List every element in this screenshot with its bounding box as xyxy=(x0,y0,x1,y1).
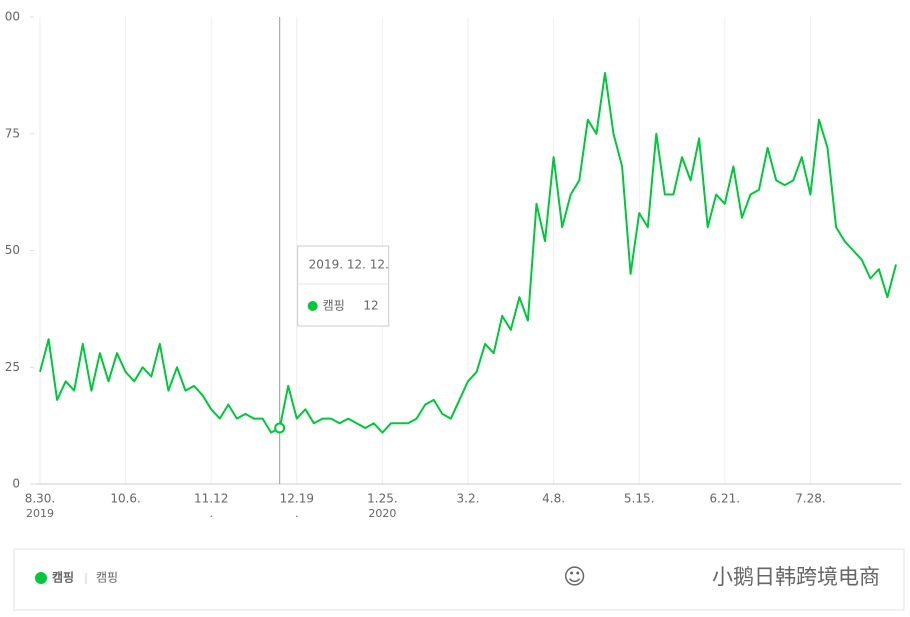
x-sub-label: . xyxy=(295,507,299,520)
tooltip-date: 2019. 12. 12. xyxy=(309,258,389,272)
legend-keyword: 캠핑 xyxy=(96,571,118,585)
line xyxy=(39,72,897,434)
x-tick-label: 1.25. xyxy=(367,492,398,506)
tooltip-box xyxy=(297,245,390,327)
y-tick-label: 50 xyxy=(5,243,20,257)
x-tick-label: 12.19 xyxy=(280,492,314,506)
tooltip-value: 12 xyxy=(363,299,378,313)
y-tick-label: 00 xyxy=(5,10,20,24)
x-tick-label: 4.8. xyxy=(542,492,565,506)
legend-dot xyxy=(35,572,47,584)
hover-point xyxy=(274,422,286,434)
legend-label: 캠핑 xyxy=(52,570,74,585)
x-tick-label: 11.12 xyxy=(194,492,228,506)
x-sub-label: . xyxy=(209,507,213,520)
x-tick-label: 6.21. xyxy=(710,492,741,506)
x-sub-label: 2020 xyxy=(368,507,396,520)
y-tick-label: 75 xyxy=(5,126,20,140)
watermark: 小鹅日韩跨境电商 xyxy=(712,565,880,589)
x-tick-label: 5.15. xyxy=(624,492,655,506)
legend-box xyxy=(13,548,905,611)
y-tick-label: 25 xyxy=(5,360,20,374)
watermark-icon: ☺ xyxy=(563,565,586,590)
x-tick-label: 10.6. xyxy=(110,492,141,506)
x-sub-label: 2019 xyxy=(26,507,54,520)
x-tick-label: 3.2. xyxy=(457,492,480,506)
tooltip-dot xyxy=(307,301,318,311)
x-tick-label: 8.30. xyxy=(25,492,56,506)
y-tick-label: 0 xyxy=(12,477,20,491)
tooltip-name: 캠핑 xyxy=(323,299,345,313)
x-tick-label: 7.28. xyxy=(795,492,826,506)
